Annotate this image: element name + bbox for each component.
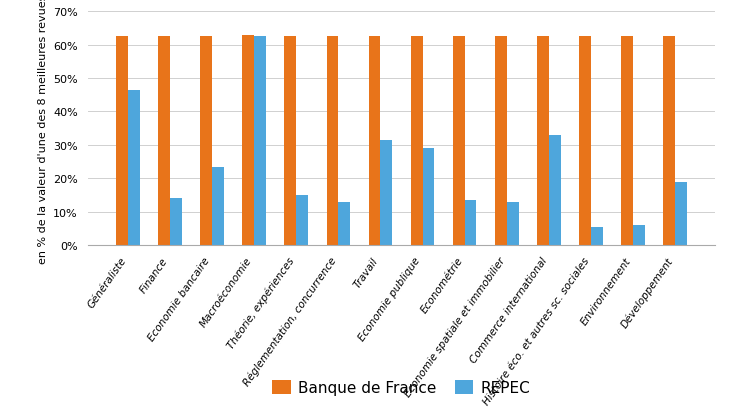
Bar (339, 202, 350, 245)
Bar (380, 141, 392, 245)
Bar (212, 167, 224, 245)
Bar (549, 135, 561, 245)
Bar (675, 182, 687, 245)
Bar (158, 37, 170, 245)
Bar (411, 37, 423, 245)
Bar (116, 37, 128, 245)
Bar (464, 200, 477, 245)
Bar (254, 37, 266, 245)
Bar (200, 37, 212, 245)
Bar (285, 37, 296, 245)
Bar (128, 90, 139, 245)
Bar (633, 225, 645, 245)
Bar (621, 37, 633, 245)
Bar (326, 37, 339, 245)
Y-axis label: en % de la valeur d'une des 8 meilleures revues: en % de la valeur d'une des 8 meilleures… (37, 0, 47, 263)
Bar (369, 37, 380, 245)
Bar (537, 37, 549, 245)
Legend: Banque de France, REPEC: Banque de France, REPEC (266, 374, 537, 402)
Bar (453, 37, 464, 245)
Bar (664, 37, 675, 245)
Bar (296, 196, 308, 245)
Bar (242, 36, 254, 245)
Bar (579, 37, 591, 245)
Bar (495, 37, 507, 245)
Bar (591, 227, 603, 245)
Bar (170, 199, 182, 245)
Bar (423, 149, 434, 245)
Bar (507, 202, 518, 245)
